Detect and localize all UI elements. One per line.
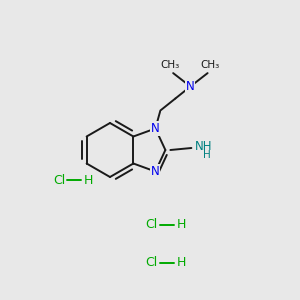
Text: N: N xyxy=(151,122,160,135)
Text: H: H xyxy=(177,256,186,269)
Text: CH₃: CH₃ xyxy=(201,59,220,70)
Text: Cl: Cl xyxy=(146,218,158,232)
Text: H: H xyxy=(203,150,211,160)
Text: NH: NH xyxy=(194,140,212,154)
Text: CH₃: CH₃ xyxy=(161,59,180,70)
Text: N: N xyxy=(186,80,195,93)
Text: Cl: Cl xyxy=(53,173,65,187)
Text: H: H xyxy=(177,218,186,232)
Text: N: N xyxy=(151,165,160,178)
Text: Cl: Cl xyxy=(146,256,158,269)
Text: H: H xyxy=(84,173,93,187)
